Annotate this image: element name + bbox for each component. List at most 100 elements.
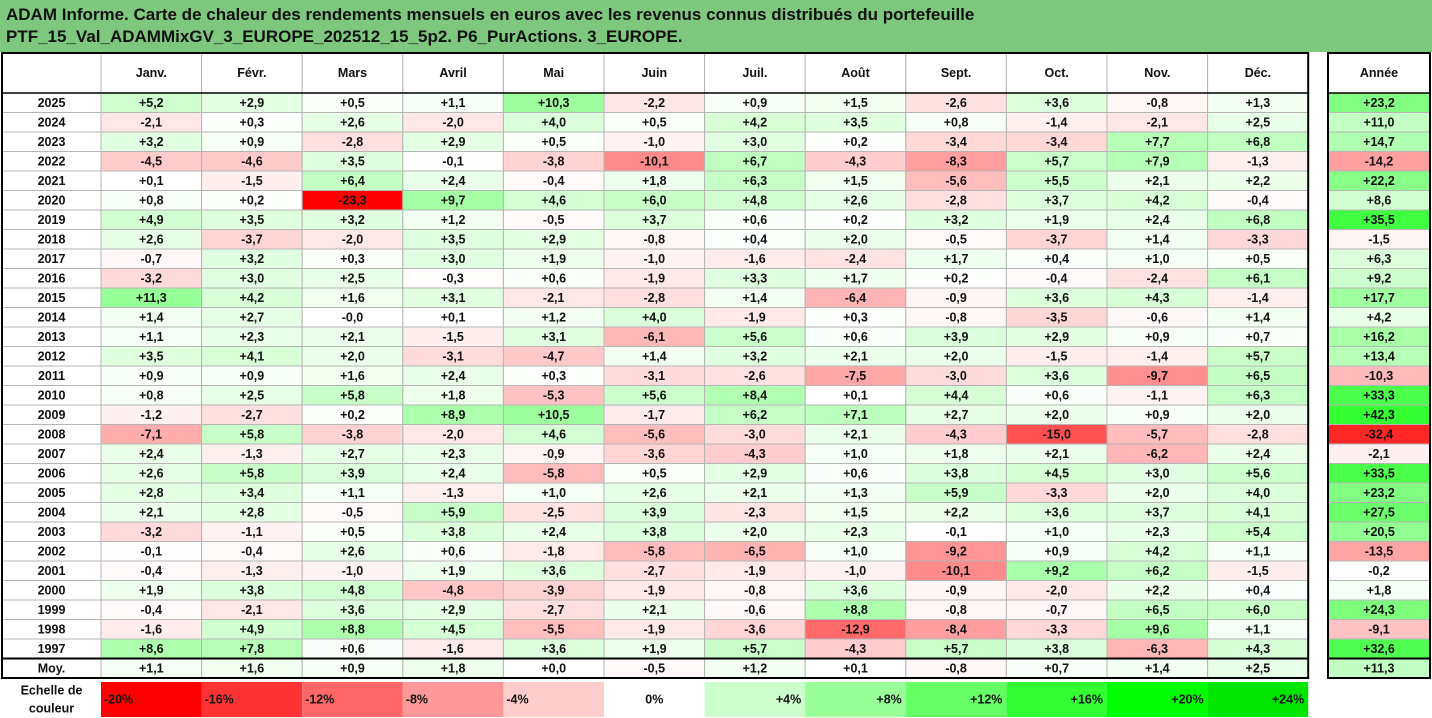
cell-value-label: -1,9 bbox=[744, 310, 766, 324]
cell-value-label: +2,1 bbox=[843, 349, 868, 363]
cell-value-label: +0,6 bbox=[743, 213, 768, 227]
cell-value-label: +2,2 bbox=[1246, 174, 1271, 188]
annual-value-label: +1,8 bbox=[1367, 583, 1392, 597]
cell-value-label: +6,5 bbox=[1246, 369, 1271, 383]
cell-value-label: +6,1 bbox=[1246, 271, 1271, 285]
cell-value-label: +5,7 bbox=[743, 642, 768, 656]
cell-value-label: -3,0 bbox=[744, 427, 766, 441]
cell-value-label: -3,6 bbox=[644, 447, 666, 461]
cell-value-label: +2,2 bbox=[944, 505, 969, 519]
cell-value-label: +2,3 bbox=[843, 525, 868, 539]
month-header-cell bbox=[201, 52, 303, 94]
cell-value-label: +5,4 bbox=[1246, 525, 1271, 539]
cell-value-label: -0,8 bbox=[945, 310, 967, 324]
cell-value-label: -5,8 bbox=[644, 544, 666, 558]
average-value-label: +1,1 bbox=[139, 661, 164, 675]
annual-value-label: -32,4 bbox=[1365, 427, 1394, 441]
year-label: 2002 bbox=[38, 544, 66, 558]
cell-value-label: +2,3 bbox=[441, 447, 466, 461]
cell-value-label: -3,2 bbox=[141, 271, 163, 285]
year-label: 1999 bbox=[38, 603, 66, 617]
cell-value-label: +3,6 bbox=[541, 642, 566, 656]
annual-value-label: -2,1 bbox=[1368, 447, 1390, 461]
cell-value-label: +2,4 bbox=[441, 174, 466, 188]
cell-value-label: +3,6 bbox=[1044, 291, 1069, 305]
cell-value-label: +8,4 bbox=[743, 388, 768, 402]
cell-value-label: +2,7 bbox=[340, 447, 365, 461]
cell-value-label: +5,5 bbox=[1044, 174, 1069, 188]
cell-value-label: +1,1 bbox=[441, 96, 466, 110]
cell-value-label: +3,6 bbox=[1044, 505, 1069, 519]
scale-swatch bbox=[503, 682, 604, 717]
cell-value-label: +3,9 bbox=[340, 466, 365, 480]
average-value-label: +1,8 bbox=[441, 661, 466, 675]
year-label: 2010 bbox=[38, 388, 66, 402]
cell-value-label: +9,7 bbox=[441, 193, 466, 207]
cell-value-label: -2,0 bbox=[442, 115, 464, 129]
cell-value-label: -3,6 bbox=[744, 622, 766, 636]
cell-value-label: -1,6 bbox=[442, 642, 464, 656]
average-value-label: +1,4 bbox=[1145, 661, 1170, 675]
cell-value-label: -3,4 bbox=[945, 135, 967, 149]
cell-value-label: -1,4 bbox=[1046, 115, 1068, 129]
cell-value-label: +1,2 bbox=[541, 310, 566, 324]
cell-value-label: +3,5 bbox=[139, 349, 164, 363]
average-label: Moy. bbox=[38, 661, 66, 675]
cell-value-label: +1,6 bbox=[340, 369, 365, 383]
cell-value-label: +2,3 bbox=[1145, 525, 1170, 539]
cell-value-label: +2,8 bbox=[240, 505, 265, 519]
cell-value-label: -1,5 bbox=[1247, 564, 1269, 578]
annual-value-label: +35,5 bbox=[1363, 213, 1395, 227]
cell-value-label: -4,3 bbox=[845, 154, 867, 168]
cell-value-label: -2,4 bbox=[1147, 271, 1169, 285]
cell-value-label: -3,1 bbox=[644, 369, 666, 383]
annual-value-label: -13,5 bbox=[1365, 544, 1394, 558]
cell-value-label: -0,4 bbox=[1046, 271, 1068, 285]
cell-value-label: +3,8 bbox=[1044, 642, 1069, 656]
cell-value-label: -0,4 bbox=[241, 544, 263, 558]
annual-value-label: +33,5 bbox=[1363, 466, 1395, 480]
month-header-label: Janv. bbox=[136, 66, 167, 80]
annual-value-label: -0,2 bbox=[1368, 564, 1390, 578]
cell-value-label: +2,9 bbox=[441, 135, 466, 149]
cell-value-label: +4,2 bbox=[1145, 544, 1170, 558]
cell-value-label: -6,5 bbox=[744, 544, 766, 558]
cell-value-label: -1,8 bbox=[543, 544, 565, 558]
header-corner bbox=[1, 52, 102, 94]
cell-value-label: +3,6 bbox=[1044, 96, 1069, 110]
cell-value-label: -1,1 bbox=[241, 525, 263, 539]
average-value-label: +0,7 bbox=[1044, 661, 1069, 675]
scale-swatch bbox=[704, 682, 806, 717]
cell-value-label: -0,3 bbox=[442, 271, 464, 285]
average-value-label: +0,0 bbox=[541, 661, 566, 675]
cell-value-label: +3,8 bbox=[944, 466, 969, 480]
scale-step-label: 0% bbox=[645, 693, 663, 707]
cell-value-label: -0,5 bbox=[543, 213, 565, 227]
cell-value-label: +3,5 bbox=[240, 213, 265, 227]
cell-value-label: +3,7 bbox=[642, 213, 667, 227]
annual-value-label: +24,3 bbox=[1363, 603, 1395, 617]
cell-value-label: -1,9 bbox=[644, 622, 666, 636]
cell-value-label: +0,1 bbox=[441, 310, 466, 324]
cell-value-label: +3,7 bbox=[1044, 193, 1069, 207]
annual-value-label: -14,2 bbox=[1365, 154, 1394, 168]
cell-value-label: +5,8 bbox=[340, 388, 365, 402]
cell-value-label: +3,6 bbox=[1044, 369, 1069, 383]
cell-value-label: +6,3 bbox=[743, 174, 768, 188]
cell-value-label: -0,5 bbox=[342, 505, 364, 519]
year-label: 2008 bbox=[38, 427, 66, 441]
average-value-label: +2,5 bbox=[1246, 661, 1271, 675]
cell-value-label: +7,8 bbox=[240, 642, 265, 656]
cell-value-label: +1,8 bbox=[642, 174, 667, 188]
cell-value-label: -6,3 bbox=[1147, 642, 1169, 656]
cell-value-label: +2,0 bbox=[340, 349, 365, 363]
annual-value-label: +27,5 bbox=[1363, 505, 1395, 519]
scale-step-label: -12% bbox=[305, 693, 334, 707]
cell-value-label: +4,2 bbox=[1145, 193, 1170, 207]
cell-value-label: -2,2 bbox=[644, 96, 666, 110]
cell-value-label: +2,9 bbox=[743, 466, 768, 480]
cell-value-label: +6,8 bbox=[1246, 135, 1271, 149]
cell-value-label: +1,7 bbox=[843, 271, 868, 285]
cell-value-label: +1,4 bbox=[1246, 310, 1271, 324]
cell-value-label: +5,8 bbox=[240, 466, 265, 480]
